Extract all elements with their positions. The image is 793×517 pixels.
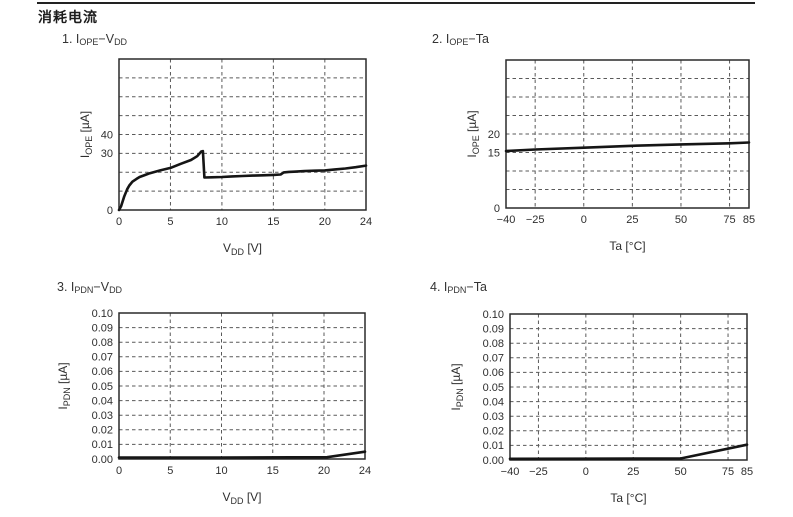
chart-1-title: 1. IOPE−VDD — [62, 32, 128, 47]
y-tick-label: 0.10 — [483, 309, 504, 321]
y-tick-label: 0.00 — [483, 455, 504, 467]
plot-border — [118, 312, 366, 460]
x-tick-label: 50 — [675, 214, 687, 226]
plot-border — [118, 58, 367, 211]
chart-ipdn-vdd: 0 5 10 15 20 24 0.10 0.09 0.08 0.07 0.06 0.05 0.04 0.… — [56, 308, 371, 506]
x-tick-label: 15 — [267, 465, 279, 477]
top-rule — [37, 2, 755, 4]
y-tick-label: 0.08 — [483, 338, 504, 350]
y-tick-label: 0.04 — [92, 395, 113, 407]
chart-2-title: 2. IOPE−Ta — [432, 32, 489, 47]
y-tick-label: 0 — [107, 205, 113, 217]
y-tick-label: 0.00 — [92, 454, 113, 466]
y-tick-label: 15 — [488, 147, 500, 159]
x-tick-label: 85 — [741, 466, 753, 478]
x-tick-label: 10 — [216, 216, 228, 228]
y-tick-label: 40 — [101, 129, 113, 141]
chart-ipdn-ta: −40 −25 0 25 50 75 85 0.10 0.09 0.08 0.07 0.06 0.05 0… — [449, 309, 753, 505]
y-tick-label: 0.06 — [483, 367, 504, 379]
y-tick-label: 0.07 — [92, 352, 113, 364]
y-tick-label: 0.04 — [483, 396, 504, 408]
x-tick-label: 50 — [675, 466, 687, 478]
data-curve — [117, 450, 367, 459]
x-tick-label: 0 — [581, 214, 587, 226]
y-tick-label: 0.09 — [483, 323, 504, 335]
x-tick-label: 20 — [318, 465, 330, 477]
x-axis-title: VDD [V] — [222, 490, 261, 506]
x-tick-label: 25 — [627, 466, 639, 478]
x-tick-label: 75 — [723, 214, 735, 226]
y-tick-label: 0.06 — [92, 366, 113, 378]
x-tick-label: 5 — [167, 216, 173, 228]
x-tick-label: −40 — [501, 466, 520, 478]
x-tick-label: 85 — [743, 214, 755, 226]
page-title: 消耗电流 — [38, 9, 98, 25]
x-axis-title: Ta [°C] — [609, 239, 645, 253]
data-curve — [504, 141, 751, 153]
data-curve — [508, 443, 749, 461]
x-axis-title: VDD [V] — [223, 241, 262, 257]
x-tick-label: −25 — [526, 214, 545, 226]
x-tick-label: 25 — [626, 214, 638, 226]
y-axis-title: IOPE [µA] — [465, 110, 481, 157]
y-tick-label: 0.01 — [92, 439, 113, 451]
y-tick-label: 0.08 — [92, 337, 113, 349]
y-tick-label: 0.09 — [92, 322, 113, 334]
x-tick-label: 15 — [267, 216, 279, 228]
x-tick-label: 75 — [722, 466, 734, 478]
y-tick-label: 0.05 — [483, 382, 504, 394]
y-tick-label: 0.05 — [92, 381, 113, 393]
x-tick-label: 20 — [319, 216, 331, 228]
x-tick-label: 0 — [583, 466, 589, 478]
y-tick-label: 30 — [101, 148, 113, 160]
plot-border — [509, 313, 748, 461]
x-tick-label: 5 — [167, 465, 173, 477]
y-tick-label: 0.03 — [483, 411, 504, 423]
y-axis-title: IPDN [µA] — [56, 362, 72, 409]
data-curve — [117, 149, 368, 212]
y-tick-label: 20 — [488, 129, 500, 141]
x-tick-label: 24 — [359, 465, 371, 477]
x-tick-label: −40 — [497, 214, 516, 226]
chart-iope-vdd: 0 5 10 15 20 24 40 30 0 VDD [V] IOPE [µA] — [78, 58, 372, 257]
y-tick-label: 0.02 — [92, 425, 113, 437]
y-axis-title: IPDN [µA] — [449, 363, 465, 410]
y-tick-label: 0.01 — [483, 440, 504, 452]
y-tick-label: 0.10 — [92, 308, 113, 320]
chart-4-title: 4. IPDN−Ta — [430, 280, 487, 295]
y-tick-label: 0.07 — [483, 353, 504, 365]
plot-border — [505, 59, 750, 209]
x-tick-label: 24 — [360, 216, 372, 228]
x-axis-title: Ta [°C] — [610, 491, 646, 505]
x-tick-label: −25 — [529, 466, 548, 478]
y-tick-label: 0.03 — [92, 410, 113, 422]
chart-iope-ta: −40 −25 0 25 50 75 85 20 15 0 Ta [°C] IOPE [µA] — [465, 59, 755, 253]
x-tick-label: 0 — [116, 465, 122, 477]
y-axis-title: IOPE [µA] — [78, 111, 94, 158]
chart-3-title: 3. IPDN−VDD — [57, 280, 123, 295]
y-tick-label: 0 — [494, 203, 500, 215]
x-tick-label: 10 — [215, 465, 227, 477]
x-tick-label: 0 — [116, 216, 122, 228]
y-tick-label: 0.02 — [483, 426, 504, 438]
